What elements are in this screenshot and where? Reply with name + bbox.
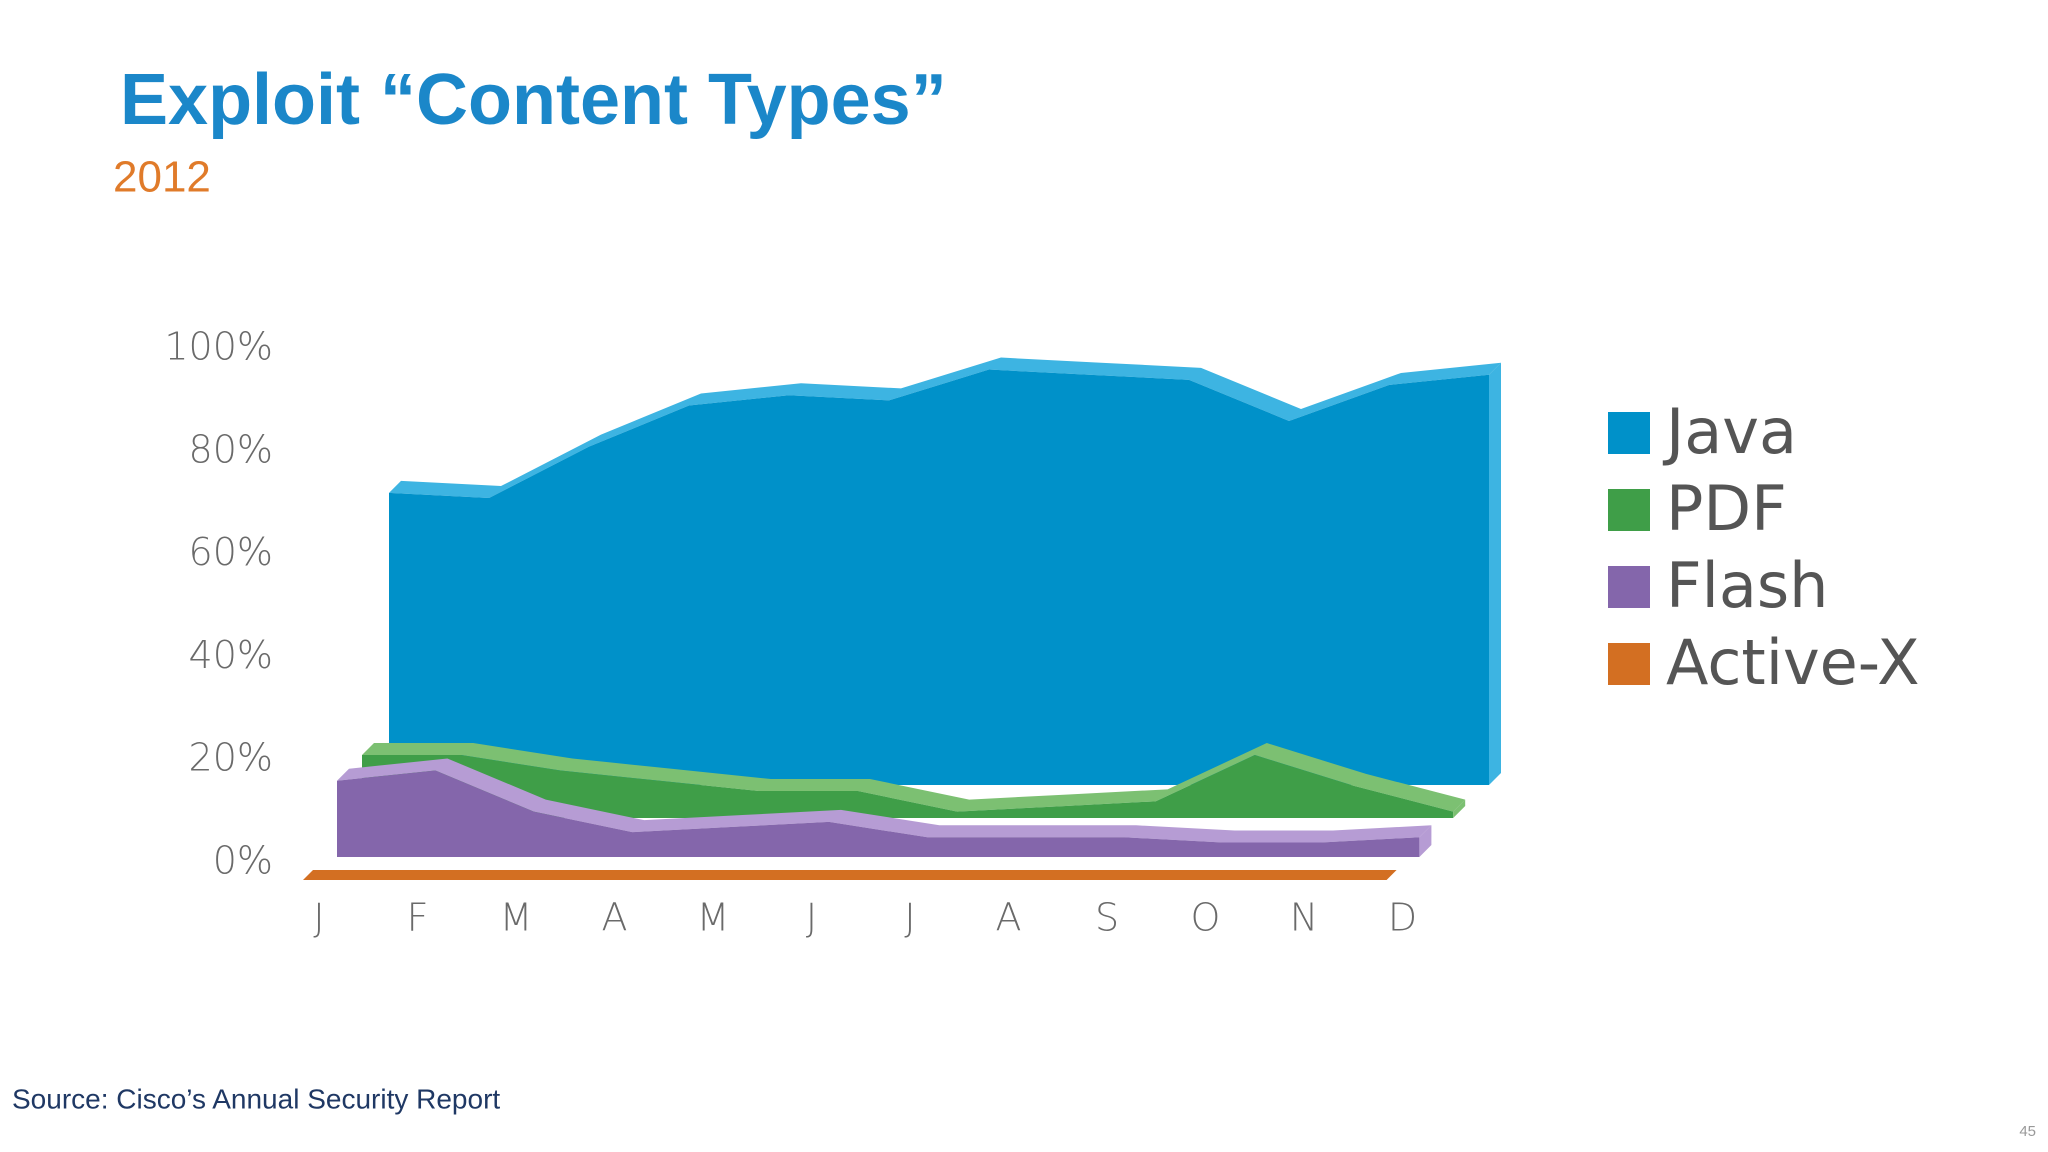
y-tick-label: 100%	[164, 325, 273, 369]
y-tick-label: 80%	[189, 427, 273, 471]
x-tick-label: N	[1290, 896, 1318, 940]
legend-label: PDF	[1666, 472, 1787, 545]
area	[362, 755, 1454, 818]
x-tick-label: M	[500, 896, 533, 940]
page-number: 45	[2019, 1123, 2036, 1140]
x-tick-label: O	[1191, 896, 1221, 940]
area	[303, 870, 1397, 880]
area	[337, 770, 1420, 857]
area	[389, 369, 1489, 785]
area-side	[1489, 362, 1501, 785]
legend-label: Java	[1662, 395, 1797, 468]
legend-swatch	[1608, 566, 1650, 608]
legend-swatch	[1608, 489, 1650, 531]
x-tick-label: D	[1388, 896, 1417, 940]
x-tick-label: A	[996, 896, 1022, 940]
x-tick-label: J	[806, 896, 817, 940]
legend-swatch	[1608, 412, 1650, 454]
y-tick-label: 20%	[189, 736, 273, 780]
area-top	[389, 357, 1501, 499]
x-tick-label: F	[407, 896, 429, 940]
y-tick-label: 40%	[189, 633, 273, 677]
x-tick-label: A	[602, 896, 628, 940]
chart-subtitle: 2012	[113, 153, 211, 202]
area-side	[1419, 825, 1432, 857]
x-tick-label: J	[904, 896, 915, 940]
area-side	[1453, 799, 1466, 818]
area-top	[337, 758, 1432, 843]
x-tick-label: J	[313, 896, 324, 940]
x-tick-label: M	[697, 896, 730, 940]
source-note: Source: Cisco’s Annual Security Report	[12, 1083, 500, 1114]
area-top	[362, 743, 1466, 812]
y-tick-label: 60%	[189, 530, 273, 574]
x-tick-label: S	[1095, 896, 1119, 940]
y-tick-label: 0%	[213, 839, 273, 883]
legend-label: Active-X	[1666, 626, 1920, 699]
legend-label: Flash	[1666, 549, 1828, 622]
legend-swatch	[1608, 643, 1650, 685]
chart-title: Exploit “Content Types”	[120, 60, 947, 140]
